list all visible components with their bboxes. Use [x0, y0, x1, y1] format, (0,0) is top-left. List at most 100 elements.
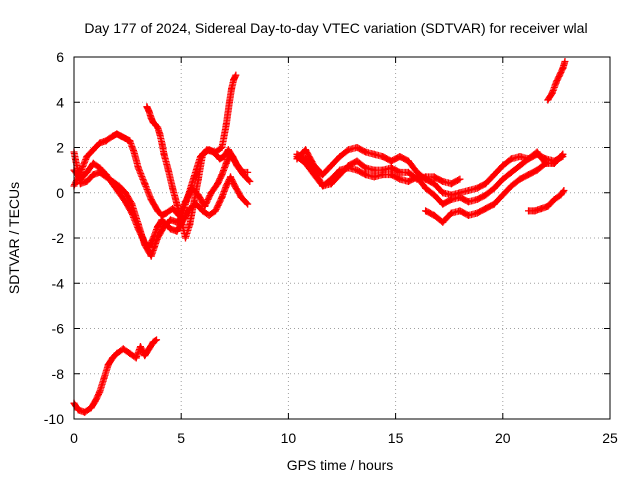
- data-point: [430, 211, 438, 219]
- data-point: [109, 132, 117, 140]
- data-point: [387, 157, 395, 165]
- data-point: [134, 220, 142, 228]
- data-point: [430, 173, 438, 181]
- data-point: [96, 168, 104, 176]
- data-point: [362, 164, 370, 172]
- data-point: [158, 139, 166, 147]
- data-point: [473, 184, 481, 192]
- y-tick-label: 4: [56, 94, 64, 110]
- data-point: [516, 162, 524, 170]
- data-point: [158, 216, 166, 224]
- data-point: [145, 345, 153, 353]
- data-point: [293, 150, 301, 158]
- data-point: [439, 189, 447, 197]
- data-point: [83, 177, 91, 185]
- data-point: [162, 209, 170, 217]
- data-point: [244, 200, 252, 208]
- data-point: [456, 175, 464, 183]
- data-point: [220, 153, 228, 161]
- data-point: [74, 406, 82, 414]
- data-point: [230, 76, 238, 84]
- data-point: [319, 182, 327, 190]
- data-point: [141, 352, 149, 360]
- data-point: [115, 182, 123, 190]
- data-point: [91, 397, 99, 405]
- data-point: [557, 191, 565, 199]
- data-point: [104, 361, 112, 369]
- data-point: [362, 171, 370, 179]
- data-point: [430, 180, 438, 188]
- data-point: [154, 234, 162, 242]
- series-track-low: [70, 336, 161, 416]
- data-point: [379, 166, 387, 174]
- data-point: [164, 166, 172, 174]
- data-point: [160, 223, 168, 231]
- data-point: [227, 173, 235, 181]
- data-point: [173, 218, 181, 226]
- data-point: [218, 171, 226, 179]
- data-point: [132, 354, 140, 362]
- data-point: [130, 148, 138, 156]
- data-point: [119, 345, 127, 353]
- data-point: [222, 182, 230, 190]
- data-point: [212, 148, 220, 156]
- data-point: [100, 374, 108, 382]
- data-point: [160, 150, 168, 158]
- x-tick-label: 0: [70, 430, 78, 446]
- data-point: [439, 218, 447, 226]
- data-point: [516, 175, 524, 183]
- data-point: [232, 71, 240, 79]
- data-point: [560, 186, 568, 194]
- data-point: [561, 58, 569, 66]
- data-point: [154, 223, 162, 231]
- data-point: [542, 159, 550, 167]
- data-point: [516, 153, 524, 161]
- data-point: [143, 103, 151, 111]
- data-point: [537, 205, 545, 213]
- data-point: [156, 130, 164, 138]
- data-point: [205, 211, 213, 219]
- data-point: [218, 144, 226, 151]
- data-point: [531, 207, 539, 215]
- data-point: [216, 155, 224, 163]
- y-tick-label: -4: [52, 275, 65, 291]
- data-point: [525, 207, 533, 215]
- data-point: [207, 189, 215, 197]
- data-point: [205, 146, 213, 154]
- data-point: [166, 225, 174, 233]
- data-point: [76, 180, 84, 188]
- data-point: [422, 207, 430, 215]
- data-point: [224, 146, 232, 154]
- series-track-c: [70, 146, 254, 260]
- y-tick-label: 2: [56, 140, 64, 156]
- data-point: [370, 173, 378, 181]
- data-point: [218, 193, 226, 201]
- data-point: [134, 164, 142, 172]
- data-point: [154, 123, 162, 131]
- data-point: [387, 171, 395, 179]
- data-point: [559, 150, 567, 158]
- data-point: [302, 146, 310, 154]
- data-point: [464, 186, 472, 194]
- chart-title: Day 177 of 2024, Sidereal Day-to-day VTE…: [84, 20, 587, 36]
- data-point: [362, 148, 370, 156]
- x-tick-label: 25: [602, 430, 618, 446]
- data-point: [370, 150, 378, 158]
- data-point: [327, 180, 335, 188]
- data-point: [507, 182, 515, 190]
- data-point: [319, 171, 327, 179]
- x-tick-label: 10: [281, 430, 297, 446]
- data-point: [96, 388, 104, 396]
- data-point: [81, 408, 89, 416]
- data-point: [147, 196, 155, 204]
- data-point: [173, 200, 181, 208]
- data-point: [490, 184, 498, 192]
- axis-ticks: 0 5 10 15 20 25 -10 -8 -6 -4 -2 0 2 4 6: [44, 49, 618, 446]
- data-point: [229, 153, 237, 161]
- data-point: [113, 349, 121, 357]
- plot-frame: [73, 56, 611, 420]
- data-point: [353, 166, 361, 174]
- data-point: [473, 196, 481, 204]
- data-point: [499, 191, 507, 199]
- series-track-j: [544, 58, 569, 104]
